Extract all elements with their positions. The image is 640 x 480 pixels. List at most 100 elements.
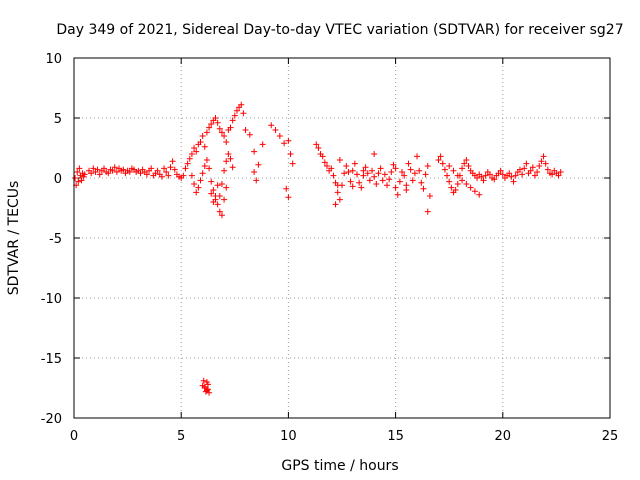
data-point xyxy=(523,160,530,167)
data-point xyxy=(214,119,221,126)
data-point xyxy=(343,163,350,169)
data-point xyxy=(214,182,221,189)
data-point xyxy=(201,163,208,169)
data-point xyxy=(218,129,225,136)
data-point xyxy=(165,172,172,179)
data-points xyxy=(72,101,564,396)
data-point xyxy=(540,153,547,160)
data-point xyxy=(193,189,200,196)
data-point xyxy=(313,141,320,148)
data-point xyxy=(182,165,189,172)
data-point xyxy=(411,170,418,177)
data-point xyxy=(229,164,236,171)
data-point xyxy=(72,175,79,181)
data-point xyxy=(529,164,536,171)
data-point xyxy=(289,160,296,167)
x-tick-label: 5 xyxy=(177,429,185,444)
y-tick-label: -20 xyxy=(41,412,62,427)
data-point xyxy=(188,172,195,179)
data-point xyxy=(96,171,103,178)
data-point xyxy=(416,167,423,174)
chart-title: Day 349 of 2021, Sidereal Day-to-day VTE… xyxy=(56,22,623,38)
data-point xyxy=(332,201,339,208)
data-point xyxy=(373,181,380,187)
data-point xyxy=(78,177,85,184)
data-point xyxy=(214,201,221,208)
data-point xyxy=(167,164,174,171)
data-point xyxy=(201,383,208,390)
data-point xyxy=(527,167,534,174)
data-point xyxy=(233,107,240,114)
data-point xyxy=(467,184,474,191)
data-point xyxy=(251,148,258,155)
data-point xyxy=(478,173,485,180)
data-point xyxy=(341,170,348,177)
data-point xyxy=(394,191,401,198)
data-point xyxy=(446,163,453,169)
data-point xyxy=(223,158,230,165)
data-point xyxy=(242,127,249,133)
data-point xyxy=(405,160,412,167)
x-tick-label: 20 xyxy=(495,429,512,444)
data-point xyxy=(158,173,165,180)
data-point xyxy=(109,167,116,174)
data-point xyxy=(499,171,506,178)
data-point xyxy=(251,169,258,175)
data-point xyxy=(285,137,292,144)
data-point xyxy=(186,155,193,162)
data-point xyxy=(287,151,294,157)
data-point xyxy=(349,167,356,174)
data-point xyxy=(441,166,448,173)
data-point xyxy=(521,165,528,172)
x-tick-label: 25 xyxy=(602,429,619,444)
data-point xyxy=(90,165,97,172)
data-point xyxy=(126,169,133,175)
data-point xyxy=(542,160,549,167)
y-tick-label: 10 xyxy=(45,52,62,67)
data-point xyxy=(446,178,453,185)
data-point xyxy=(506,170,513,177)
data-point xyxy=(334,182,341,189)
data-point xyxy=(409,177,416,184)
data-point xyxy=(450,167,457,174)
data-point xyxy=(221,133,228,139)
data-point xyxy=(221,196,228,203)
data-point xyxy=(422,171,429,178)
data-point xyxy=(463,157,470,163)
data-point xyxy=(531,172,538,179)
data-point xyxy=(379,177,386,184)
data-point xyxy=(76,165,83,172)
data-point xyxy=(276,133,283,139)
data-point xyxy=(208,190,215,197)
data-point xyxy=(238,101,245,108)
y-axis-label: SDTVAR / TECUs xyxy=(6,181,22,296)
data-point xyxy=(424,208,431,215)
data-point xyxy=(74,169,81,175)
data-point xyxy=(223,139,230,145)
data-point xyxy=(203,157,210,163)
data-point xyxy=(362,164,369,171)
data-point xyxy=(330,172,337,179)
plot-frame xyxy=(73,57,611,419)
y-tick-label: 5 xyxy=(54,112,62,127)
data-point xyxy=(465,163,472,169)
data-point xyxy=(486,171,493,178)
data-point xyxy=(223,184,230,191)
data-point xyxy=(180,172,187,179)
data-point xyxy=(229,117,236,124)
data-point xyxy=(210,187,217,193)
data-point xyxy=(336,196,343,203)
data-point xyxy=(200,377,207,384)
data-point xyxy=(203,387,210,394)
data-point xyxy=(321,159,328,166)
data-point xyxy=(205,381,211,388)
data-point xyxy=(111,164,118,171)
data-point xyxy=(148,165,155,172)
data-point xyxy=(253,177,260,184)
data-point xyxy=(366,177,373,184)
data-point xyxy=(369,167,376,174)
data-point xyxy=(508,173,515,180)
data-point xyxy=(94,166,101,173)
data-point xyxy=(268,122,275,129)
data-point xyxy=(216,125,223,132)
